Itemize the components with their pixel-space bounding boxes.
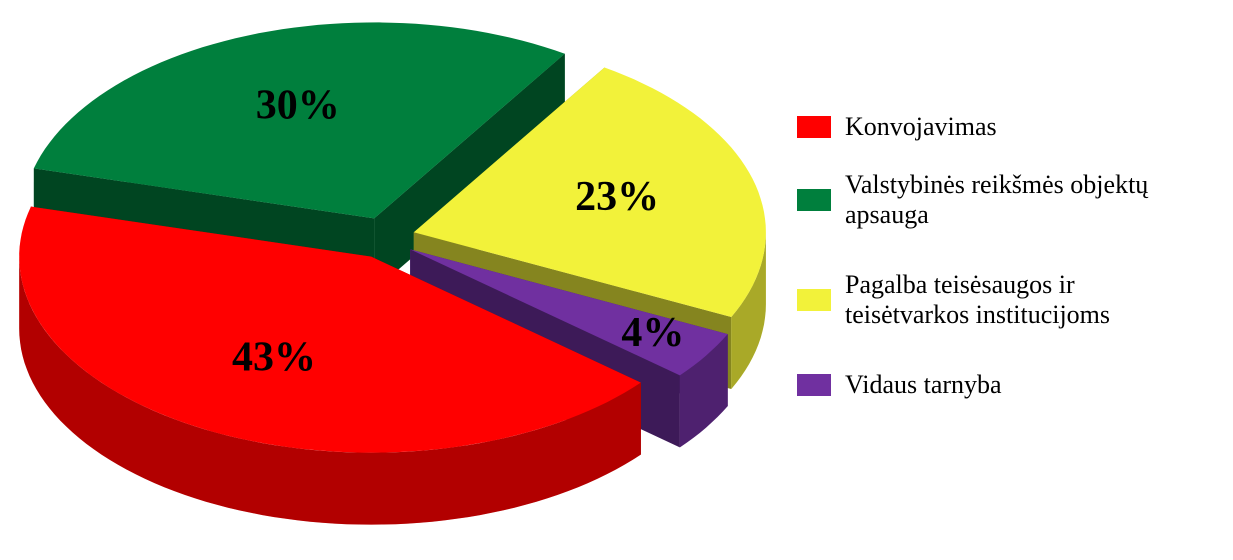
slice-side <box>731 232 766 389</box>
slice-side-shade <box>731 232 766 389</box>
legend-item: Pagalba teisėsaugos ir teisėtvarkos inst… <box>797 270 1217 330</box>
data-label: 4% <box>621 310 684 356</box>
slice-side-shade <box>679 334 728 448</box>
data-label: 43% <box>232 335 316 381</box>
legend-item: Vidaus tarnyba <box>797 370 1217 400</box>
slice-side <box>679 334 728 448</box>
data-label: 23% <box>575 174 659 220</box>
legend-swatch <box>797 289 831 311</box>
legend-label: Valstybinės reikšmės objektų apsauga <box>845 170 1149 229</box>
slice-side <box>19 256 641 525</box>
slice-top <box>19 206 641 453</box>
legend-label: Konvojavimas <box>845 112 997 141</box>
slice-side-shade <box>19 256 641 525</box>
legend-swatch <box>797 374 831 396</box>
data-label: 30% <box>256 82 340 128</box>
legend: Konvojavimas Valstybinės reikšmės objektų… <box>797 112 1217 400</box>
slice-top <box>413 67 766 317</box>
legend-label: Pagalba teisėsaugos ir teisėtvarkos inst… <box>845 270 1111 329</box>
legend-item: Konvojavimas <box>797 112 1217 142</box>
legend-swatch <box>797 116 831 138</box>
legend-label: Vidaus tarnyba <box>845 370 1002 399</box>
pie-chart: 43% 30% 23% 4% <box>19 22 766 525</box>
slice <box>19 206 641 525</box>
legend-swatch <box>797 189 831 211</box>
legend-item: Valstybinės reikšmės objektų apsauga <box>797 170 1217 230</box>
slice-top <box>410 249 728 376</box>
slice-top <box>33 22 565 219</box>
